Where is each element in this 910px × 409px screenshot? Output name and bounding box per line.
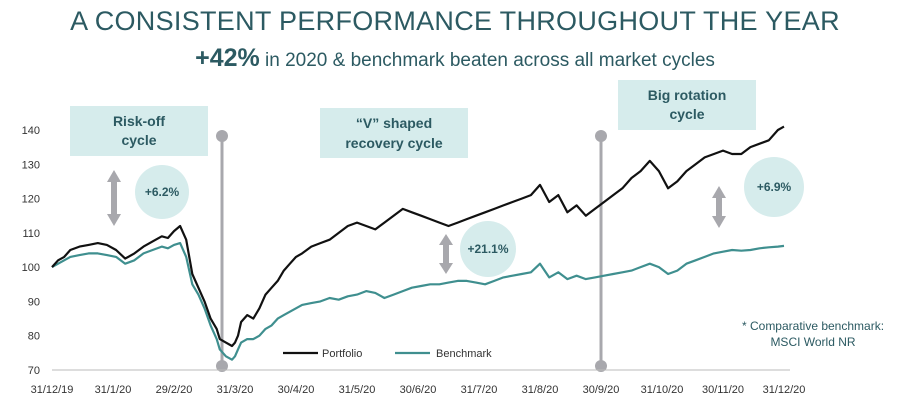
y-tick-label: 70 [28,365,40,377]
risk-off-cycle-label-1: Risk-off [113,113,165,129]
big-rotation-cycle-label-2: cycle [669,106,704,122]
x-tick-label: 30/9/20 [583,384,620,396]
x-tick-label: 30/4/20 [278,384,315,396]
divider-risk-off-end-bottom-dot [216,360,228,372]
legend-benchmark-label: Benchmark [436,348,492,360]
y-axis-ticks: 70 80 90 100 110 120 130 140 [22,125,40,377]
benchmark-note: * Comparative benchmark: MSCI World NR [722,318,904,350]
big-rotation-cycle-box [618,80,756,130]
y-tick-label: 80 [28,331,40,343]
legend-portfolio-label: Portfolio [322,348,362,360]
outperformance-value-big-rotation: +6.9% [757,180,792,194]
y-tick-label: 110 [22,228,40,240]
y-tick-label: 120 [22,194,40,206]
series-layer [51,125,785,361]
divider-v-shaped-end-top-dot [595,130,607,142]
subtitle-highlight: +42% [195,44,260,72]
y-tick-label: 100 [22,262,40,274]
x-tick-label: 30/11/20 [702,384,744,396]
x-tick-label: 31/12/19 [31,384,74,396]
y-tick-label: 90 [28,296,40,308]
outperformance-value-risk-off: +6.2% [145,185,180,199]
x-axis-ticks: 31/12/19 31/1/20 29/2/20 31/3/20 30/4/20 31/5… [31,384,806,396]
benchmark-series-line [51,242,785,361]
y-tick-label: 130 [22,159,40,171]
risk-off-cycle-label-2: cycle [121,132,156,148]
risk-off-cycle-box [70,106,208,156]
x-tick-label: 29/2/20 [156,384,193,396]
x-tick-label: 31/10/20 [641,384,684,396]
v-shaped-cycle-label-1: “V” shaped [356,115,432,131]
x-tick-label: 30/6/20 [400,384,437,396]
divider-risk-off-end-top-dot [216,130,228,142]
x-tick-label: 31/8/20 [522,384,559,396]
page-title: A CONSISTENT PERFORMANCE THROUGHOUT THE … [70,6,840,36]
v-shaped-cycle-label-2: recovery cycle [345,135,443,151]
big-rotation-cycle-label-1: Big rotation [648,87,727,103]
x-tick-label: 31/7/20 [461,384,498,396]
outperformance-bubble-v-shaped [460,221,516,277]
y-tick-label: 140 [22,125,40,137]
gap-arrow-risk-off-icon [107,170,121,226]
benchmark-note-line-2: MSCI World NR [770,335,856,349]
benchmark-note-line-1: * Comparative benchmark: [741,319,885,333]
x-tick-label: 31/3/20 [217,384,254,396]
subtitle-text: in 2020 & benchmark beaten across all ma… [265,50,715,71]
v-shaped-cycle-box [320,108,468,158]
page-subtitle: +42% in 2020 & benchmark beaten across a… [0,44,910,73]
x-tick-label: 31/12/20 [763,384,806,396]
outperformance-bubble-big-rotation [744,157,804,217]
portfolio-series-line [51,125,785,348]
x-tick-label: 31/1/20 [95,384,132,396]
outperformance-value-v-shaped: +21.1% [467,242,508,256]
gap-arrow-big-rotation-icon [712,186,726,228]
x-tick-label: 31/5/20 [339,384,376,396]
gap-arrow-v-shaped-icon [439,234,453,274]
divider-v-shaped-end-bottom-dot [595,360,607,372]
outperformance-bubble-risk-off [135,165,189,219]
